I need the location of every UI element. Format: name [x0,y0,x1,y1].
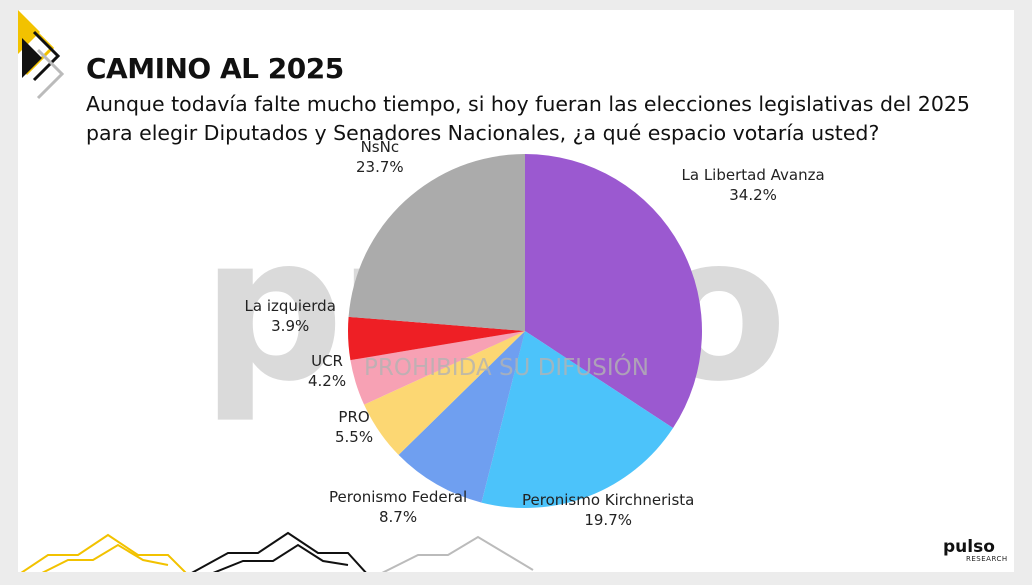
pie-label-pro: PRO 5.5% [335,407,373,447]
pie-label-name: Peronismo Kirchnerista [522,491,695,509]
pie-label-name: UCR [311,352,343,370]
watermark-text: PROHIBIDA SU DIFUSIÓN [364,355,649,381]
pie-slice-la-izquierda [348,316,525,361]
pie-label-value: 23.7% [356,158,404,176]
pie-label-ucr: UCR 4.2% [308,351,346,391]
brand-logo: pulso [943,537,995,557]
corner-logo-icon [18,10,65,100]
pie-label-name: Peronismo Federal [329,488,468,506]
page-subtitle: Aunque todavía falte mucho tiempo, si ho… [86,92,970,145]
pie-label-name: La izquierda [244,297,336,315]
pie-label-nsnc: NsNc 23.7% [356,137,404,177]
footer-skyline-icon [20,531,534,572]
pie-label-value: 34.2% [729,186,777,204]
pie-slice-ucr [350,331,525,405]
slide: CAMINO AL 2025 Aunque todavía falte much… [18,10,1014,572]
pie-label-name: La Libertad Avanza [681,166,825,184]
pie-label-la-libertad-avanza: La Libertad Avanza 34.2% [682,165,825,205]
brand-tagline: RESEARCH [966,555,1008,563]
pie-label-name: NsNc [360,138,400,156]
pie-label-peronismo-kirchnerista: Peronismo Kirchnerista 19.7% [522,490,694,530]
pie-label-value: 8.7% [379,508,418,526]
pie-label-value: 5.5% [335,428,374,446]
pie-label-la-izquierda: La izquierda 3.9% [245,296,336,336]
page-title: CAMINO AL 2025 [86,52,344,85]
pie-label-name: PRO [338,408,370,426]
pie-label-peronismo-federal: Peronismo Federal 8.7% [329,487,467,527]
pie-label-value: 4.2% [308,372,347,390]
pie-label-value: 3.9% [271,317,310,335]
pie-slice-pro [364,331,525,455]
pie-slice-nsnc [348,154,525,331]
pie-slice-peronismo-federal [398,331,525,503]
pie-slice-peronismo-kirchnerista [481,331,674,508]
pie-label-value: 19.7% [584,511,632,529]
pie-slice-la-libertad-avanza [525,154,703,429]
pie-chart [348,154,703,508]
